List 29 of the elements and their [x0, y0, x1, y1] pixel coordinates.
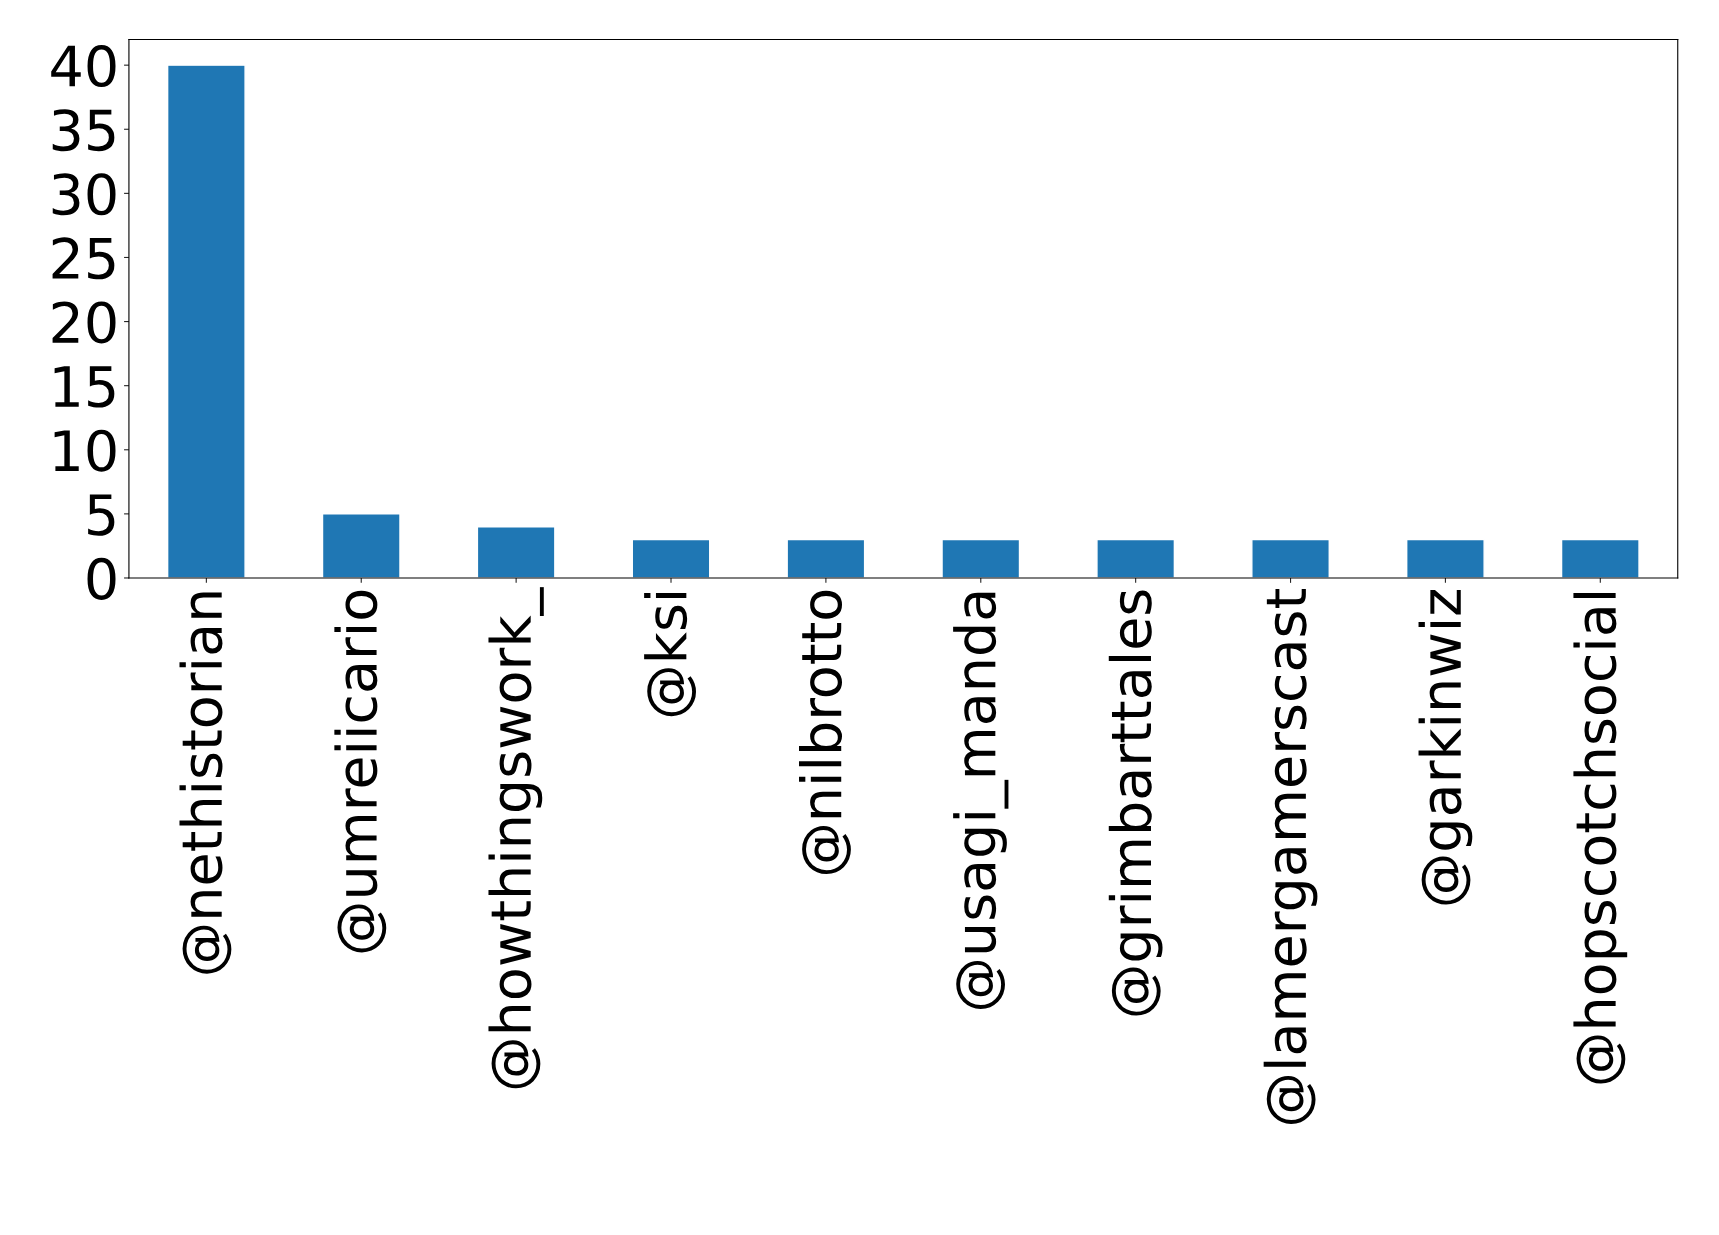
- bar: [1406, 538, 1485, 578]
- y-tick-label: 0: [87, 557, 116, 600]
- x-tick-label: @nilbrotto: [799, 590, 851, 875]
- y-tick-label: 35: [52, 109, 115, 152]
- y-tick-label: 10: [54, 429, 116, 472]
- x-tick-label: @grimbarttales: [1108, 590, 1163, 1016]
- bar: [476, 526, 556, 578]
- x-tick-label: @garkinwiz: [1418, 590, 1473, 905]
- x-tick-label: @lamergamerscast: [1263, 589, 1318, 1124]
- bar: [321, 513, 401, 578]
- y-tick-label: 20: [52, 301, 116, 344]
- bar: [1096, 538, 1176, 578]
- x-tick-label: @ksi: [644, 592, 696, 717]
- y-tick-label: 5: [88, 494, 115, 536]
- y-tick-label: 30: [52, 173, 116, 216]
- x-tick-label: @nethistorian: [179, 592, 232, 974]
- x-tick-label: @howthingswork_: [488, 587, 544, 1089]
- bar: [1251, 538, 1330, 578]
- x-tick-label: @usagi_manda: [953, 592, 1009, 1009]
- y-tick-label: 15: [54, 366, 115, 408]
- bar: [631, 538, 711, 578]
- x-tick-label: @hopscotchsocial: [1573, 592, 1628, 1084]
- bar: [786, 538, 866, 578]
- y-tick-label: 25: [52, 237, 115, 280]
- x-tick-label: @umreiicario: [334, 590, 387, 953]
- bar: [941, 538, 1021, 578]
- y-tick-label: 40: [51, 45, 116, 88]
- bar: [166, 64, 246, 578]
- bar: [1560, 538, 1640, 578]
